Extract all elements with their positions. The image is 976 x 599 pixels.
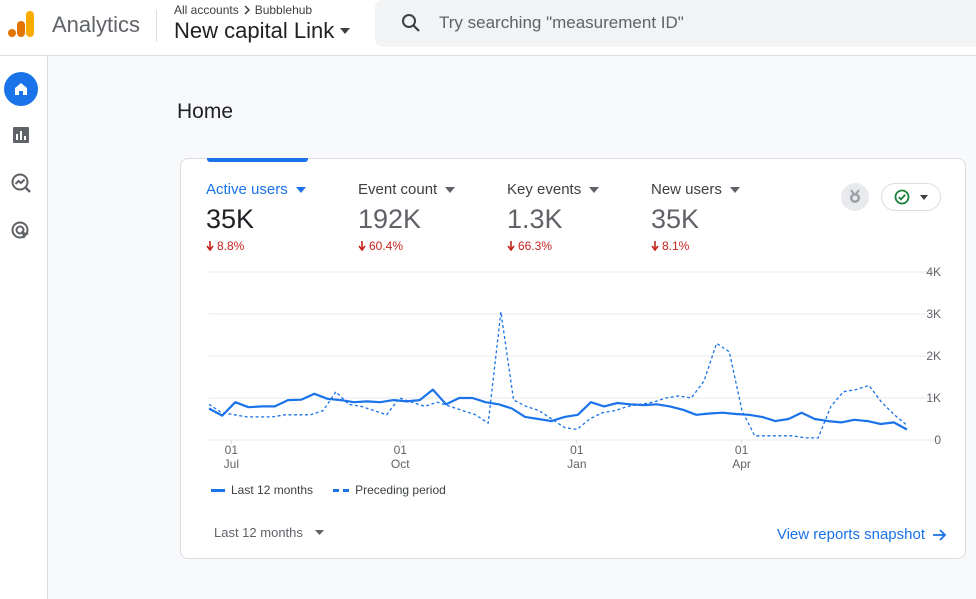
header-divider [156, 10, 157, 42]
metric-change-value: 8.8% [217, 239, 245, 253]
metric-value: 192K [358, 204, 422, 234]
metric-value: 35K [206, 204, 255, 234]
nav-advertising[interactable] [4, 214, 38, 248]
y-tick-label: 4K [926, 265, 941, 279]
x-tick-month: Jul [224, 457, 239, 471]
metric-event-count[interactable]: Event count 192K 60.4% [358, 181, 456, 253]
legend-current: Last 12 months [211, 483, 313, 497]
property-name: New capital Link [174, 18, 335, 43]
legend-dashed-swatch [333, 488, 350, 492]
metric-key-events[interactable]: Key events 1.3K 66.3% [507, 181, 600, 253]
metric-label-text: Key events [507, 181, 582, 198]
caret-down-icon [295, 186, 306, 193]
series-line-preceding-period [208, 311, 908, 439]
legend-solid-swatch [211, 488, 225, 492]
metric-label-text: Event count [358, 181, 438, 198]
arrow-down-icon [651, 241, 659, 251]
metric-change: 60.4% [358, 239, 455, 253]
x-tick-day: 01 [225, 443, 239, 457]
breadcrumb-account[interactable]: Bubblehub [254, 3, 313, 17]
metric-label[interactable]: Key events [507, 181, 600, 198]
legend-previous-label: Preceding period [355, 483, 446, 497]
y-tick-label: 1K [926, 391, 941, 405]
y-tick-label: 0 [934, 433, 941, 447]
x-tick-day: 01 [570, 443, 584, 457]
caret-down-icon [445, 186, 456, 193]
x-tick-day: 01 [394, 443, 408, 457]
page-title: Home [177, 100, 234, 123]
series-line-last-12-months [208, 388, 908, 431]
arrow-down-icon [358, 241, 366, 251]
y-tick-label: 2K [926, 349, 941, 363]
metric-change: 66.3% [507, 239, 599, 253]
metric-change: 8.1% [651, 239, 740, 253]
search-icon [402, 14, 420, 32]
data-quality-dropdown[interactable] [881, 183, 941, 211]
metric-change-value: 60.4% [369, 239, 404, 253]
metric-active-users[interactable]: Active users 35K 8.8% [206, 181, 306, 253]
arrow-down-icon [206, 241, 214, 251]
caret-down-icon [340, 28, 351, 34]
metric-change-value: 66.3% [518, 239, 553, 253]
metric-change-value: 8.1% [662, 239, 690, 253]
advertising-icon [11, 221, 29, 239]
x-tick-month: Jan [567, 457, 586, 471]
x-tick-day: 01 [735, 443, 749, 457]
metric-change: 8.8% [206, 239, 306, 253]
view-reports-snapshot-link[interactable]: View reports snapshot [777, 526, 947, 543]
property-selector[interactable]: New capital Link [174, 18, 351, 44]
metric-label[interactable]: Active users [206, 181, 306, 198]
left-nav-rail [0, 56, 48, 599]
arrow-right-icon [933, 528, 947, 541]
insights-badge[interactable] [841, 183, 869, 211]
active-tab-indicator [207, 158, 308, 162]
legend-current-label: Last 12 months [231, 483, 314, 497]
x-tick-month: Apr [732, 457, 751, 471]
breadcrumb[interactable]: All accounts Bubblehub [174, 3, 312, 17]
metric-value: 1.3K [507, 204, 563, 234]
caret-down-icon [314, 530, 324, 535]
search-input[interactable]: Try searching "measurement ID" [439, 13, 684, 32]
legend-previous: Preceding period [333, 483, 446, 497]
x-tick-month: Oct [391, 457, 410, 471]
view-reports-snapshot-label: View reports snapshot [776, 526, 925, 543]
reports-icon [13, 127, 29, 143]
search-bar[interactable]: Try searching "measurement ID" [375, 0, 976, 47]
chart-legend: Last 12 months Preceding period [211, 483, 446, 497]
metric-label-text: New users [651, 181, 722, 198]
caret-down-icon [729, 186, 740, 193]
explore-icon [11, 173, 31, 193]
y-tick-label: 3K [926, 307, 941, 321]
nav-reports[interactable] [4, 118, 38, 152]
overview-card: Active users 35K 8.8% Event count 192K 6… [180, 158, 966, 559]
analytics-logo-icon[interactable] [8, 9, 36, 39]
top-bar: Analytics All accounts Bubblehub New cap… [0, 0, 976, 56]
home-icon [15, 83, 27, 95]
caret-down-icon [589, 186, 600, 193]
metric-label-text: Active users [206, 181, 288, 198]
metric-value: 35K [651, 204, 700, 234]
date-range-selector[interactable]: Last 12 months [214, 525, 324, 540]
app-name[interactable]: Analytics [52, 12, 141, 37]
metric-new-users[interactable]: New users 35K 8.1% [651, 181, 740, 253]
nav-home[interactable] [4, 72, 38, 106]
metric-label[interactable]: New users [651, 181, 740, 198]
arrow-down-icon [507, 241, 515, 251]
nav-explore[interactable] [4, 166, 38, 200]
caret-down-icon [920, 194, 928, 200]
chevron-right-icon [244, 5, 250, 15]
breadcrumb-root[interactable]: All accounts [174, 3, 239, 17]
check-circle-icon [894, 189, 910, 205]
date-range-label: Last 12 months [214, 525, 303, 540]
medal-icon [850, 189, 860, 203]
metric-label[interactable]: Event count [358, 181, 456, 198]
